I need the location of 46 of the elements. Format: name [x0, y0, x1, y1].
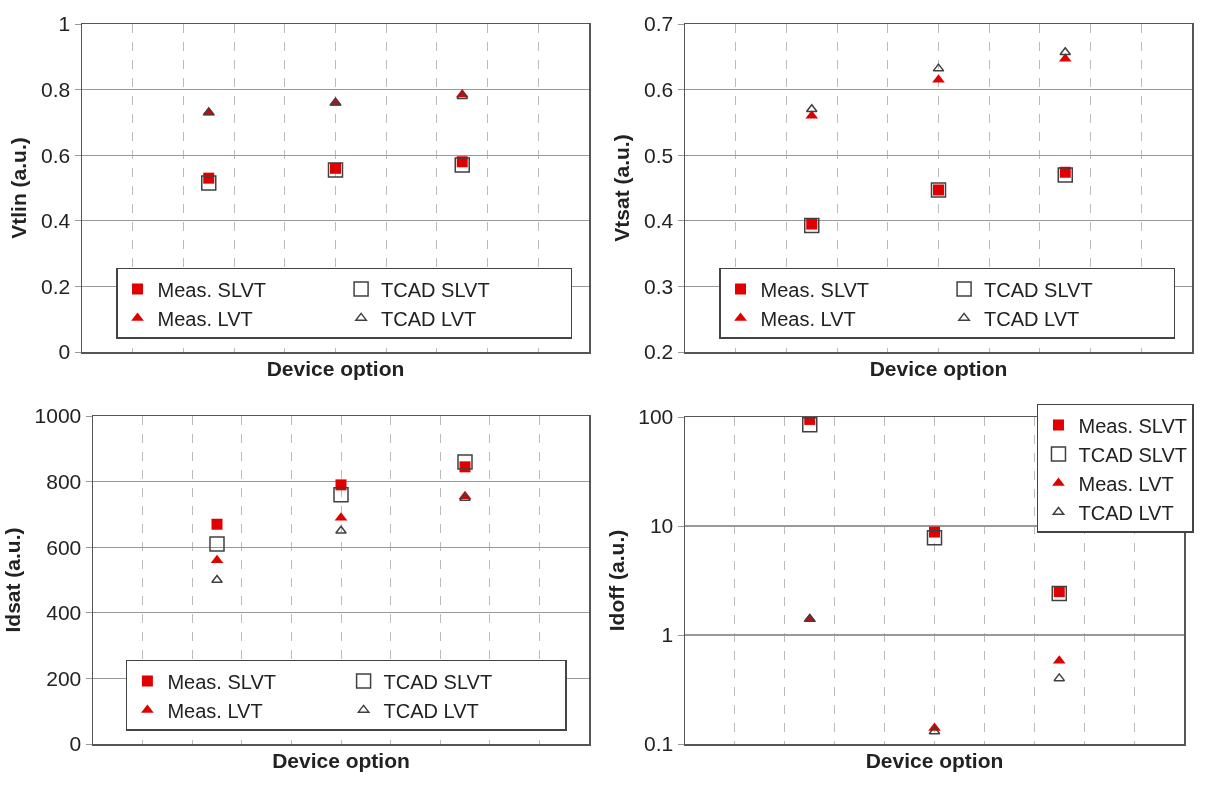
legend-label: TCAD SLVT — [383, 670, 493, 693]
legend-label: Meas. LVT — [167, 699, 263, 722]
legend-label: Meas. LVT — [157, 307, 253, 330]
y-tick-label: 200 — [46, 666, 82, 690]
x-axis-title: Device option — [266, 356, 405, 380]
legend-label: TCAD LVT — [1078, 501, 1174, 524]
x-axis-title: Device option — [865, 748, 1004, 772]
y-tick-label: 0.6 — [644, 77, 674, 101]
y-tick-label: 1 — [661, 623, 674, 647]
y-axis-title: Idsat (a.u.) — [0, 527, 24, 633]
y-tick-label: 0 — [58, 340, 71, 364]
legend-label: Meas. SLVT — [760, 278, 870, 301]
y-tick-label: 0.1 — [644, 732, 674, 756]
legend-label: TCAD SLVT — [984, 278, 1093, 301]
y-tick-label: 800 — [46, 469, 82, 493]
y-tick-label: 0.4 — [41, 209, 71, 233]
legend-label: Meas. SLVT — [1078, 414, 1188, 437]
y-tick-label: 600 — [46, 535, 82, 559]
x-axis-title: Device option — [272, 748, 410, 772]
y-axis-title: Vtlin (a.u.) — [7, 137, 31, 239]
legend-label: Meas. LVT — [1078, 472, 1174, 495]
legend-label: TCAD LVT — [984, 307, 1080, 330]
y-tick-label: 0.4 — [644, 209, 674, 233]
y-tick-label: 0.7 — [644, 12, 674, 36]
legend-label: TCAD SLVT — [1078, 443, 1188, 466]
y-tick-label: 0.2 — [41, 274, 71, 298]
legend-label: Meas. SLVT — [157, 278, 267, 301]
y-tick-label: 0.8 — [41, 77, 71, 101]
y-tick-label: 0.3 — [644, 274, 674, 298]
y-axis-title: Idoff (a.u.) — [604, 529, 628, 632]
legend-label: TCAD LVT — [381, 307, 477, 330]
y-tick-label: 0 — [69, 732, 82, 756]
y-tick-label: 100 — [638, 405, 674, 429]
legend-label: TCAD LVT — [383, 699, 479, 722]
y-tick-label: 10 — [649, 514, 674, 538]
y-tick-label: 0.2 — [644, 340, 674, 364]
y-tick-label: 1 — [58, 12, 71, 36]
y-tick-label: 0.6 — [41, 143, 71, 167]
y-tick-label: 0.5 — [644, 143, 674, 167]
legend-label: Meas. LVT — [760, 307, 856, 330]
x-axis-title: Device option — [869, 356, 1008, 380]
y-tick-label: 400 — [46, 601, 82, 625]
y-axis-title: Vtsat (a.u.) — [610, 134, 634, 242]
legend-label: TCAD SLVT — [381, 278, 490, 301]
y-tick-label: 1000 — [34, 404, 82, 428]
legend-label: Meas. SLVT — [167, 670, 276, 693]
